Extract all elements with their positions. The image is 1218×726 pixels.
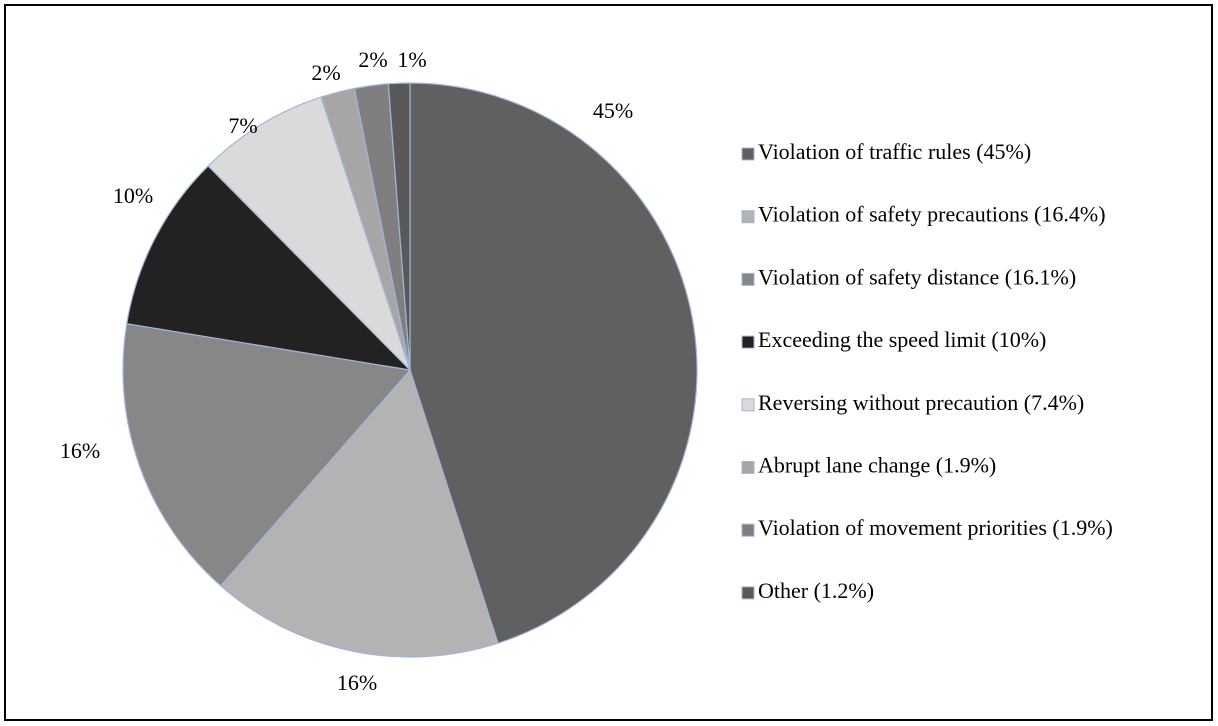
data-label: 45% [593,98,633,123]
data-label: 2% [311,60,340,85]
legend-swatch [741,461,755,474]
legend-swatch [741,147,755,161]
pie-slice [219,368,499,658]
legend-swatch [741,272,755,286]
legend-label: Abrupt lane change (1.9%) [758,453,996,478]
data-label: 16% [337,670,377,695]
pie-slice [126,165,412,371]
legend-swatch [741,335,755,349]
legend-swatch [741,210,755,224]
legend-label: Violation of movement priorities (1.9%) [758,515,1113,540]
pie-slice [207,96,411,371]
legend-label: Violation of traffic rules (45%) [758,139,1031,164]
data-label: 16% [60,438,100,463]
legend-label: Exceeding the speed limit (10%) [758,327,1046,352]
data-label: 7% [228,113,257,138]
legend-swatch [741,523,755,537]
legend-swatch [741,586,755,600]
data-label: 10% [113,183,153,208]
legend-label: Violation of safety distance (16.1%) [758,264,1076,289]
legend-label: Other (1.2%) [758,578,874,603]
legend-swatch [741,398,755,412]
data-label: 1% [397,47,426,72]
pie-slice [409,82,698,644]
pie-slice [387,82,411,371]
pie-slice [122,323,412,587]
legend-label: Reversing without precaution (7.4%) [758,390,1084,415]
legend-label: Violation of safety precautions (16.4%) [758,202,1106,227]
data-label: 2% [358,47,387,72]
